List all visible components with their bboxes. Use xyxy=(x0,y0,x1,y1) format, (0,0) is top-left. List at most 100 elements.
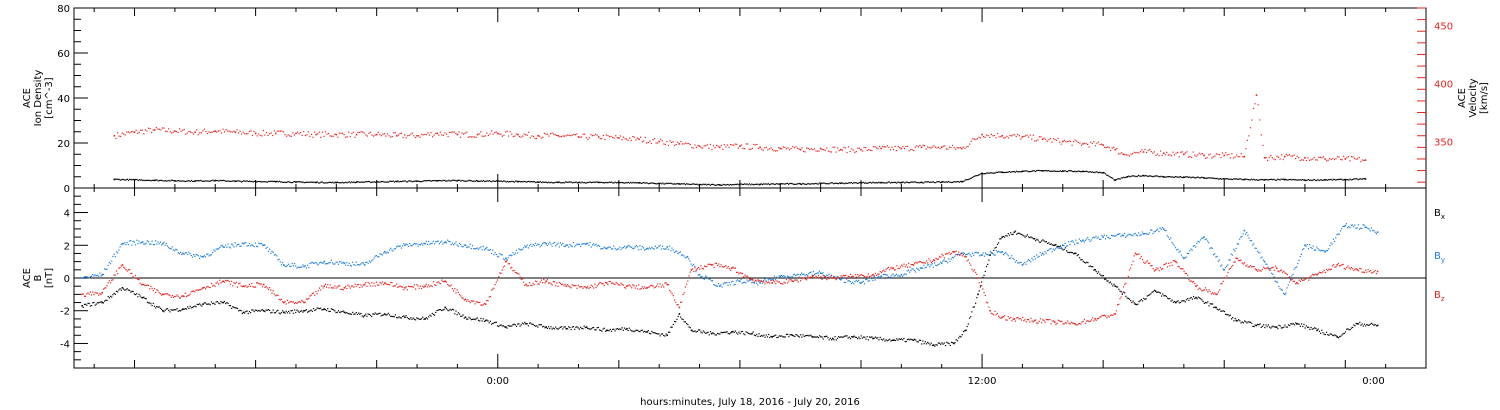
interp-dot xyxy=(861,150,864,152)
interp-dot xyxy=(1057,245,1059,247)
interp-dot xyxy=(639,136,642,138)
interp-dot xyxy=(659,335,661,337)
interp-dot xyxy=(225,180,227,182)
interp-dot xyxy=(1287,284,1289,286)
interp-dot xyxy=(1216,308,1218,310)
interp-dot xyxy=(879,336,881,338)
interp-dot xyxy=(752,183,754,186)
interp-dot xyxy=(859,282,861,284)
interp-dot xyxy=(120,243,122,246)
interp-dot xyxy=(1014,261,1016,263)
interp-dot xyxy=(556,243,558,246)
interp-dot xyxy=(1119,233,1121,235)
interp-dot xyxy=(806,274,809,276)
interp-dot xyxy=(1338,336,1341,338)
interp-dot xyxy=(406,289,408,291)
data-point xyxy=(343,287,346,289)
interp-dot xyxy=(232,244,234,246)
interp-dot xyxy=(953,147,955,149)
interp-dot xyxy=(962,252,964,254)
interp-dot xyxy=(1257,104,1259,106)
interp-dot xyxy=(1059,170,1062,172)
interp-dot xyxy=(151,179,153,182)
interp-dot xyxy=(1348,226,1350,228)
interp-dot xyxy=(663,248,665,250)
interp-dot xyxy=(684,257,686,259)
interp-dot xyxy=(215,282,217,284)
interp-dot xyxy=(915,261,917,263)
interp-dot xyxy=(496,325,499,327)
interp-dot xyxy=(1232,157,1235,159)
interp-dot xyxy=(640,248,642,251)
interp-dot xyxy=(512,324,514,326)
interp-dot xyxy=(287,134,289,136)
data-point xyxy=(666,283,669,286)
interp-dot xyxy=(341,262,343,264)
interp-dot xyxy=(469,243,471,245)
interp-dot xyxy=(130,272,132,275)
interp-dot xyxy=(328,262,330,264)
interp-dot xyxy=(667,144,670,147)
interp-dot xyxy=(881,182,883,184)
interp-dot xyxy=(329,310,331,313)
interp-dot xyxy=(829,277,831,279)
interp-dot xyxy=(757,279,759,281)
interp-dot xyxy=(1005,251,1007,254)
interp-dot xyxy=(115,290,118,292)
interp-dot xyxy=(584,182,587,184)
interp-dot xyxy=(645,331,647,333)
interp-dot xyxy=(158,179,161,182)
interp-dot xyxy=(1292,323,1294,325)
interp-dot xyxy=(1347,328,1349,330)
interp-dot xyxy=(657,333,659,335)
interp-dot xyxy=(1101,172,1103,174)
interp-dot xyxy=(1339,178,1342,180)
interp-dot xyxy=(282,301,284,303)
interp-dot xyxy=(439,282,442,285)
interp-dot xyxy=(1026,170,1028,172)
interp-dot xyxy=(119,135,122,137)
interp-dot xyxy=(959,335,961,337)
interp-dot xyxy=(861,281,863,283)
interp-dot xyxy=(439,131,441,133)
interp-dot xyxy=(498,133,500,135)
interp-dot xyxy=(950,252,953,254)
interp-dot xyxy=(686,142,688,145)
interp-dot xyxy=(948,342,950,345)
interp-dot xyxy=(145,242,147,244)
interp-dot xyxy=(458,313,461,315)
interp-dot xyxy=(315,261,317,264)
interp-dot xyxy=(549,282,551,284)
interp-dot xyxy=(597,283,600,285)
interp-dot xyxy=(1254,247,1256,249)
interp-dot xyxy=(572,326,575,328)
interp-dot xyxy=(788,336,790,338)
interp-dot xyxy=(300,181,302,183)
interp-dot xyxy=(219,130,221,132)
interp-dot xyxy=(1217,153,1219,156)
interp-dot xyxy=(391,135,393,138)
interp-dot xyxy=(257,282,259,284)
interp-dot xyxy=(849,338,852,340)
interp-dot xyxy=(590,246,592,248)
interp-dot xyxy=(742,147,744,149)
interp-dot xyxy=(599,138,601,140)
interp-dot xyxy=(158,292,160,294)
interp-dot xyxy=(161,294,163,296)
interp-dot xyxy=(1265,157,1267,159)
interp-dot xyxy=(1280,289,1282,291)
interp-dot xyxy=(994,254,996,256)
interp-dot xyxy=(1100,143,1103,145)
interp-dot xyxy=(981,281,983,283)
interp-dot xyxy=(264,180,266,183)
interp-dot xyxy=(594,329,596,331)
data-point xyxy=(1364,178,1367,180)
data-point xyxy=(113,178,116,181)
interp-dot xyxy=(279,181,282,183)
interp-dot xyxy=(630,181,632,183)
interp-dot xyxy=(976,252,978,254)
interp-dot xyxy=(397,286,399,288)
interp-dot xyxy=(544,241,546,244)
interp-dot xyxy=(955,148,957,150)
interp-dot xyxy=(747,143,749,145)
